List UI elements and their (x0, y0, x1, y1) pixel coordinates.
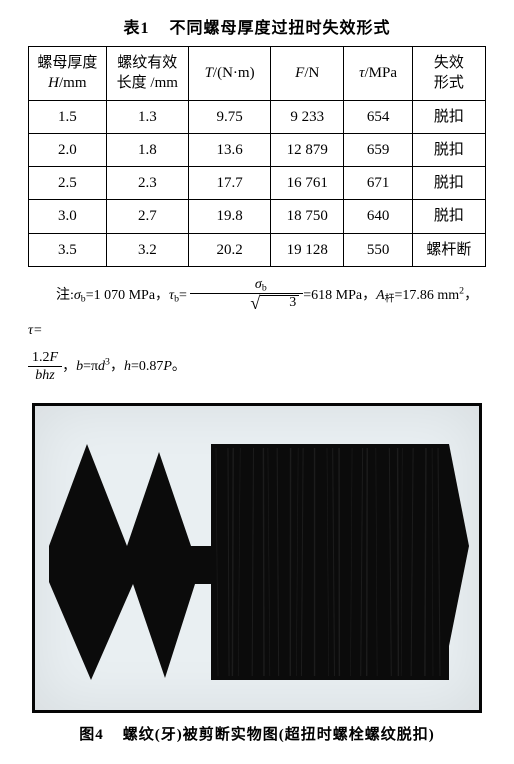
column-header: 螺纹有效长度 /mm (106, 47, 188, 101)
table-footnote-line2: 1.2F bhz ，b=πd3，h=0.87P。 (28, 350, 486, 385)
sigma-b-val: =1 070 MPa， (86, 288, 169, 303)
table-cell: 13.6 (188, 133, 270, 166)
table-caption: 表1 不同螺母厚度过扭时失效形式 (28, 14, 486, 38)
table-row: 3.53.220.219 128550螺杆断 (29, 233, 486, 266)
table-cell: 3.2 (106, 233, 188, 266)
table-row: 3.02.719.818 750640脱扣 (29, 200, 486, 233)
figure-caption-text: 螺纹(牙)被剪断实物图(超扭时螺栓螺纹脱扣) (123, 727, 435, 743)
table-row: 2.52.317.716 761671脱扣 (29, 167, 486, 200)
table-cell: 550 (344, 233, 413, 266)
table-cell: 脱扣 (412, 100, 485, 133)
failure-mode-table: 螺母厚度H/mm螺纹有效长度 /mmT/(N·m)F/Nτ/MPa失效形式 1.… (28, 46, 486, 267)
note-lead: 注: (56, 288, 74, 303)
figure-4-image (32, 403, 482, 713)
table-cell: 20.2 (188, 233, 270, 266)
figure-caption-prefix: 图4 (79, 727, 104, 743)
table-row: 1.51.39.759 233654脱扣 (29, 100, 486, 133)
A-tail: ， (464, 288, 478, 303)
tau-b-sub: b (174, 293, 179, 304)
table-cell: 640 (344, 200, 413, 233)
column-header: τ/MPa (344, 47, 413, 101)
table-cell: 17.7 (188, 167, 270, 200)
table-cell: 1.3 (106, 100, 188, 133)
table-cell: 螺杆断 (412, 233, 485, 266)
table-row: 2.01.813.612 879659脱扣 (29, 133, 486, 166)
tau-b-val: =618 MPa， (303, 288, 376, 303)
table-cell: 2.5 (29, 167, 107, 200)
table-caption-text: 不同螺母厚度过扭时失效形式 (170, 20, 391, 37)
table-cell: 9 233 (271, 100, 344, 133)
b-h-definition: b=πd3，h=0.87P。 (76, 359, 186, 374)
frac-sigma-over-root3: σb √3 (190, 277, 303, 315)
table-cell: 3.0 (29, 200, 107, 233)
A-sub: 杆 (385, 293, 395, 304)
frac-12F-over-bhz: 1.2F bhz (28, 350, 62, 385)
table-cell: 脱扣 (412, 133, 485, 166)
table-cell: 12 879 (271, 133, 344, 166)
table-cell: 9.75 (188, 100, 270, 133)
table-cell: 2.3 (106, 167, 188, 200)
table-cell: 19.8 (188, 200, 270, 233)
table-cell: 1.5 (29, 100, 107, 133)
column-header: 失效形式 (412, 47, 485, 101)
table-cell: 18 750 (271, 200, 344, 233)
table-caption-prefix: 表1 (123, 20, 149, 37)
table-cell: 654 (344, 100, 413, 133)
A-sym: A (376, 288, 385, 303)
table-cell: 1.8 (106, 133, 188, 166)
column-header: F/N (271, 47, 344, 101)
A-val-num: =17.86 mm (394, 288, 459, 303)
table-cell: 19 128 (271, 233, 344, 266)
table-cell: 16 761 (271, 167, 344, 200)
tau-eq: τ= (28, 323, 42, 338)
note-tail-comma: ， (62, 359, 76, 374)
figure-caption: 图4 螺纹(牙)被剪断实物图(超扭时螺栓螺纹脱扣) (28, 723, 486, 744)
column-header: T/(N·m) (188, 47, 270, 101)
table-cell: 2.7 (106, 200, 188, 233)
table-cell: 脱扣 (412, 167, 485, 200)
table-cell: 2.0 (29, 133, 107, 166)
sigma-b-sym: σ (74, 288, 81, 303)
table-footnote: 注:σb=1 070 MPa，τb= σb √3 =618 MPa，A杆=17.… (28, 277, 486, 348)
table-cell: 脱扣 (412, 200, 485, 233)
table-cell: 3.5 (29, 233, 107, 266)
table-cell: 671 (344, 167, 413, 200)
column-header: 螺母厚度H/mm (29, 47, 107, 101)
sqrt-3: 3 (260, 295, 299, 310)
table-cell: 659 (344, 133, 413, 166)
